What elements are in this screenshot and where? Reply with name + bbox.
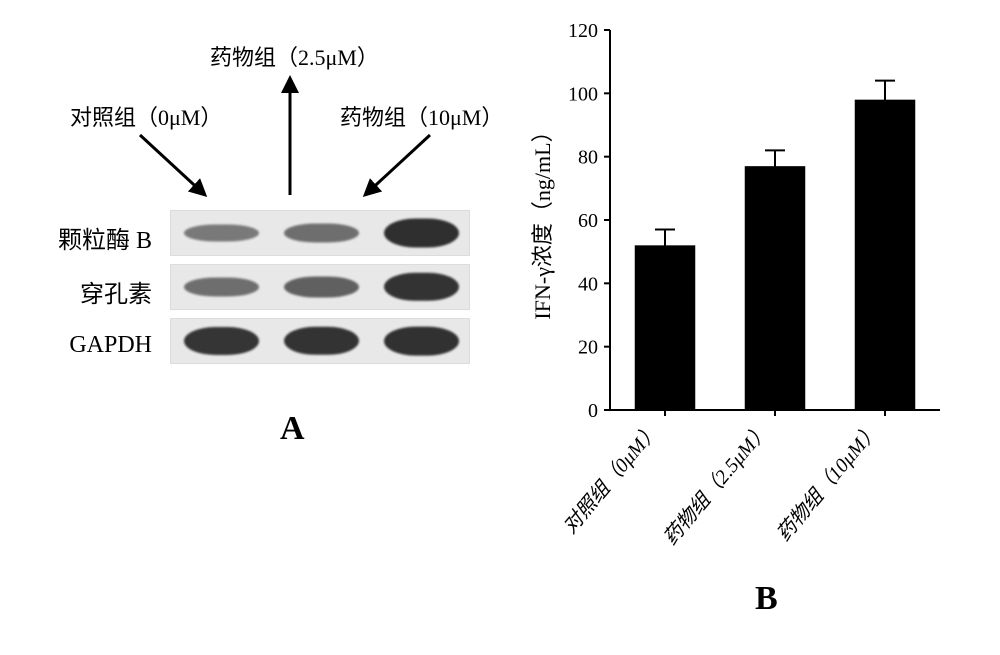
y-axis-title: IFN-γ浓度（ng/mL） — [530, 120, 555, 319]
label-control: 对照组（0μM） — [70, 100, 222, 132]
gel-band — [184, 327, 259, 355]
panel-b: 020406080100120IFN-γ浓度（ng/mL）对照组（0μM）药物组… — [520, 10, 980, 630]
x-category-label: 药物组（10μM） — [772, 418, 884, 545]
gel-band — [284, 327, 359, 355]
y-tick-label: 20 — [578, 337, 598, 359]
y-tick-label: 80 — [578, 147, 598, 169]
bar — [745, 166, 806, 410]
y-tick-label: 60 — [578, 210, 598, 232]
y-tick-label: 40 — [578, 273, 598, 295]
y-tick-label: 120 — [568, 20, 598, 42]
panel-a: 对照组（0μM） 药物组（2.5μM） 药物组（10μM） 颗粒酶 B 穿孔素 … — [20, 40, 480, 560]
label-drug-high: 药物组（10μM） — [340, 100, 503, 132]
bar-chart: 020406080100120IFN-γ浓度（ng/mL）对照组（0μM）药物组… — [520, 10, 980, 570]
row-label-perforin: 穿孔素 — [20, 264, 160, 318]
bar — [635, 245, 696, 410]
gel-band — [384, 273, 459, 301]
gel-row — [170, 318, 470, 364]
row-label-granzyme: 颗粒酶 B — [20, 210, 160, 264]
x-category-label: 药物组（2.5μM） — [659, 418, 774, 549]
western-blot-gel — [170, 210, 470, 372]
gel-band — [384, 219, 459, 248]
arrow-control — [120, 130, 220, 210]
gel-band — [184, 278, 259, 297]
y-tick-label: 100 — [568, 83, 598, 105]
y-tick-label: 0 — [588, 400, 598, 422]
gel-band — [384, 327, 459, 356]
gel-band — [284, 224, 359, 243]
blot-condition-labels: 对照组（0μM） 药物组（2.5μM） 药物组（10μM） — [160, 40, 480, 170]
row-label-gapdh: GAPDH — [20, 318, 160, 372]
gel-row — [170, 264, 470, 310]
x-category-label: 对照组（0μM） — [558, 418, 663, 538]
arrow-drug-low — [270, 70, 310, 200]
gel-row — [170, 210, 470, 256]
arrow-drug-high — [350, 130, 450, 210]
gel-band — [284, 277, 359, 298]
bar — [855, 100, 916, 410]
panel-a-letter: A — [280, 410, 305, 448]
gel-band — [184, 225, 259, 242]
blot-row-labels: 颗粒酶 B 穿孔素 GAPDH — [20, 210, 160, 372]
label-drug-low: 药物组（2.5μM） — [210, 40, 379, 72]
panel-b-letter: B — [755, 580, 778, 618]
